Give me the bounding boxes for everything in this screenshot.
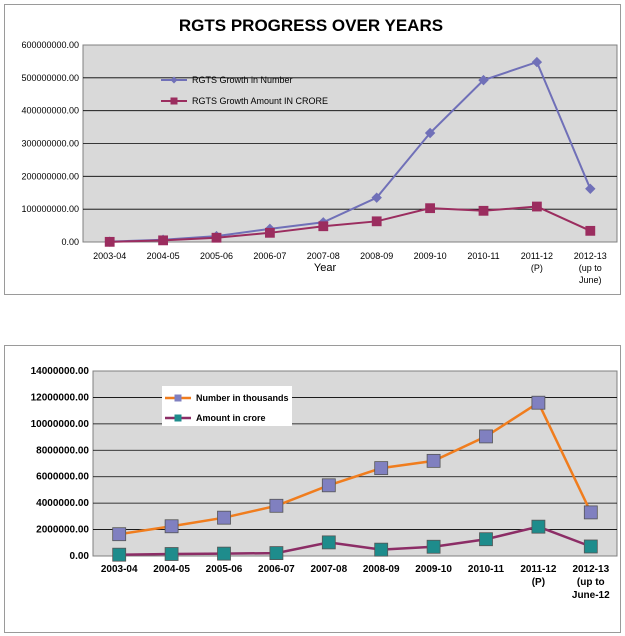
data-point	[158, 235, 169, 246]
x-tick-label: 2006-07	[258, 564, 295, 575]
data-point	[374, 542, 389, 557]
x-tick-label: 2012-13	[574, 251, 607, 261]
series-line	[109, 205, 591, 243]
data-point	[531, 395, 546, 410]
data-point	[426, 453, 441, 468]
y-tick-label: 400000000.00	[21, 106, 79, 116]
x-tick-label: 2005-06	[200, 251, 233, 261]
data-point	[112, 547, 127, 562]
data-point	[321, 478, 336, 493]
x-tick-label: 2007-08	[310, 564, 347, 575]
data-point	[318, 221, 329, 232]
data-point	[583, 539, 598, 554]
x-tick-label: (up to	[577, 577, 605, 588]
legend-box	[162, 386, 292, 426]
data-point	[479, 532, 493, 547]
data-point	[583, 505, 598, 520]
data-point	[585, 183, 596, 195]
data-point	[321, 535, 336, 550]
x-tick-label: 2010-11	[467, 251, 499, 261]
x-tick-label: 2011-12	[521, 251, 553, 261]
data-point	[104, 236, 115, 247]
chart-1-panel: RGTS PROGRESS OVER YEARS 0.00 100000000.00…	[4, 4, 621, 295]
x-axis-label: Year	[314, 262, 337, 274]
data-point	[479, 429, 493, 444]
legend-marker	[174, 414, 182, 422]
series-line	[109, 60, 592, 243]
x-tick-label: 2008-09	[360, 251, 393, 261]
data-point	[164, 547, 179, 561]
legend-marker	[174, 394, 182, 402]
y-tick-label: 500000000.00	[21, 73, 79, 83]
data-point	[478, 205, 489, 216]
chart-1-svg: RGTS PROGRESS OVER YEARS 0.00 100000000.00…	[21, 16, 618, 285]
y-tick-label: 6000000.00	[36, 472, 89, 483]
y-tick-label: 14000000.00	[31, 366, 90, 377]
x-tick-label: 2010-11	[468, 564, 505, 575]
data-point	[531, 56, 543, 68]
data-point	[532, 201, 542, 212]
data-point	[371, 192, 382, 203]
x-tick-label: 2003-04	[101, 564, 138, 575]
data-point	[478, 74, 489, 86]
x-tick-label: 2004-05	[147, 251, 180, 261]
x-tick-label: June-12	[572, 590, 610, 601]
y-tick-label: 300000000.00	[21, 139, 79, 149]
data-point	[371, 216, 382, 227]
y-tick-label: 10000000.00	[31, 419, 90, 430]
legend-label: RGTS Growth Amount IN CRORE	[192, 96, 328, 106]
legend-marker	[170, 97, 178, 105]
y-tick-label: 0.00	[70, 551, 90, 562]
y-tick-label: 12000000.00	[31, 392, 90, 403]
y-tick-label: 200000000.00	[21, 171, 79, 181]
data-point	[112, 527, 127, 542]
data-point	[424, 127, 436, 139]
y-tick-label: 0.00	[61, 237, 79, 247]
x-tick-label: 2005-06	[206, 564, 243, 575]
series-line	[119, 400, 592, 536]
y-tick-label: 8000000.00	[36, 445, 89, 456]
x-tick-label: 2004-05	[153, 564, 190, 575]
data-point	[426, 539, 441, 554]
chart-2-panel: 0.00 2000000.00 4000000.00 6000000.00 800000…	[4, 345, 621, 633]
y-tick-label: 600000000.00	[21, 40, 79, 50]
data-point	[269, 546, 284, 560]
data-point	[211, 232, 222, 243]
y-tick-label: 100000000.00	[21, 204, 79, 214]
legend-label: Amount in crore	[196, 413, 266, 423]
x-tick-label: 2003-04	[93, 251, 126, 261]
series-line	[119, 525, 592, 556]
legend-label: Number in thousands	[196, 393, 289, 403]
x-tick-label: (up to	[579, 263, 602, 273]
data-point	[164, 519, 179, 534]
data-point	[217, 510, 231, 525]
legend-marker	[170, 76, 178, 84]
data-point	[217, 546, 231, 561]
x-tick-label: 2012-13	[572, 564, 609, 575]
x-tick-label: June)	[579, 275, 602, 285]
x-tick-label: 2008-09	[363, 564, 400, 575]
chart-title: RGTS PROGRESS OVER YEARS	[179, 16, 443, 35]
y-tick-label: 4000000.00	[36, 498, 89, 509]
data-point	[531, 519, 546, 534]
data-point	[264, 227, 275, 238]
data-point	[374, 461, 389, 476]
y-tick-label: 2000000.00	[36, 525, 89, 536]
x-tick-label: 2007-08	[307, 251, 340, 261]
x-tick-label: 2009-10	[414, 251, 447, 261]
legend-label: RGTS Growth in Number	[192, 75, 293, 85]
data-point	[585, 225, 596, 236]
data-point	[269, 498, 284, 513]
x-tick-label: 2006-07	[253, 251, 286, 261]
x-tick-label: (P)	[531, 263, 543, 273]
x-tick-label: (P)	[532, 577, 545, 588]
x-tick-label: 2009-10	[415, 564, 452, 575]
x-tick-label: 2011-12	[520, 564, 557, 575]
chart-2-svg: 0.00 2000000.00 4000000.00 6000000.00 800000…	[31, 366, 618, 601]
data-point	[425, 203, 436, 214]
